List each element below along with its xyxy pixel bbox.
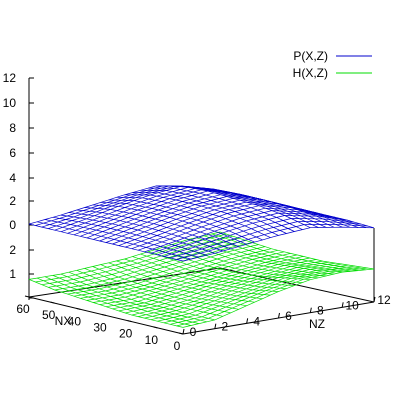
surface-h-mesh-line-nz [132,256,287,289]
surface-p-mesh-line-nz [36,221,192,260]
surface-p-mesh-line-nx [176,224,368,260]
nz-tick-mark [182,328,185,335]
surface-p-mesh-line-nz [84,207,239,247]
nx-tick-label: 40 [68,314,82,328]
vertical-axis-ticks: 12 10 8 6 4 2 0 2 1 [3,71,34,299]
surface-h-mesh-line-nz [148,251,303,283]
surface-p-mesh-line-nz [76,209,231,250]
vertical-tick-label: 8 [9,121,16,135]
nz-tick-mark [341,302,344,308]
nx-tick-label: 50 [42,308,56,322]
vertical-tick-label: 0 [9,218,16,232]
surface-h-mesh-line-nz [36,277,192,326]
surface-p-mesh-line-nz [108,199,263,241]
surface-h-mesh-line-nz [156,248,311,281]
surface-p-mesh-line-nz [44,219,199,258]
surface-h-mesh-line-nz [52,275,207,323]
surface-p-mesh-line-nz [148,187,303,230]
nx-tick-label: 60 [16,302,30,316]
nx-tick-mark [76,307,81,310]
nx-tick-mark [178,332,184,335]
surface-h-mesh-line-nx [99,253,291,305]
surface-h-mesh-line-nz [172,244,327,277]
surface-h-mesh-line-nz [140,253,295,286]
surface-h-mesh-line-nz [116,260,271,296]
surface-h-mesh-line-nz [76,269,231,314]
surface-h-mesh-line-nz [124,258,279,292]
nz-axis-ticks: 0 2 4 6 8 10 12 [182,293,391,339]
surface-p-mesh-line-nz [116,196,271,238]
nz-tick-label: 4 [253,314,260,328]
nx-tick-label: 10 [145,333,159,347]
nz-tick-label: 10 [345,298,359,312]
surface-p-mesh-line-nz [156,185,311,229]
nx-tick-label: 20 [119,327,133,341]
surface-h-mesh-line-nz [203,235,359,271]
nx-axis-label: NX [55,314,72,328]
surface-p-mesh-line-nz [28,223,184,262]
nz-tick-mark [373,296,376,303]
nx-tick-mark [24,295,30,298]
surface-h-mesh-line-nz [60,273,215,321]
nz-tick-label: 2 [221,320,228,334]
vertical-tick-label: 2 [9,243,16,257]
surface-p-mesh-line-nz [92,204,247,245]
vertical-tick-label: 2 [9,194,16,208]
surface-h-mesh-line-nz [100,264,255,303]
vertical-tick-label: 6 [9,146,16,160]
nz-tick-mark [214,323,217,329]
nx-axis-ticks: 60 50 40 30 20 10 0 [16,295,184,353]
vertical-tick-label: 10 [3,96,17,110]
surface-p-mesh-line-nz [132,192,287,234]
nx-tick-label: 30 [93,321,107,335]
surface-h-mesh-line-nz [92,266,247,307]
surface-p-mesh-line-nz [219,190,375,229]
surface-p-mesh-line-nz [100,202,255,243]
surface-p-mesh-line-nz [124,194,279,236]
vertical-tick-label: 12 [3,71,17,85]
surface-h-mesh-line-nz [28,279,184,328]
surface-h-mesh-line-nz [188,239,343,273]
surface-h-mesh-line-nz [164,246,319,279]
nz-tick-label: 6 [285,309,292,323]
nx-tick-mark [127,320,132,323]
surface-h [28,231,375,328]
legend-label-h: H(X,Z) [293,66,328,80]
nz-tick-label: 8 [317,304,324,318]
nx-tick-mark [50,301,55,304]
surface-h-mesh-line-nz [219,231,375,270]
legend: P(X,Z) H(X,Z) [293,49,372,80]
surface-h-mesh-line-nz [108,262,263,300]
surface-p-mesh-line-nz [140,189,295,232]
surface-p-mesh-line-nz [60,214,215,254]
nx-tick-mark [101,314,107,316]
vertical-tick-label: 4 [9,171,16,185]
surface-h-mesh-line-nz [195,237,351,272]
nz-tick-mark [309,307,312,313]
surface-h-mesh-line-nz [68,271,223,317]
surface-h-mesh-line-nz [84,268,239,310]
surface-h-mesh-line-nz [44,276,199,324]
nx-tick-mark [153,326,158,329]
surface-p-mesh-line-nz [52,216,208,256]
legend-label-p: P(X,Z) [293,49,328,63]
nx-tick-label: 0 [174,339,181,353]
nz-axis-label: NZ [309,317,325,331]
nz-tick-mark [278,312,280,319]
vertical-tick-label: 1 [9,267,16,281]
nz-tick-label: 0 [190,325,197,339]
nz-tick-label: 12 [377,293,391,307]
surface-p-mesh-line-nz [68,212,223,252]
floor-edge [219,267,375,303]
surface-p [28,185,375,262]
nz-tick-mark [246,318,249,324]
